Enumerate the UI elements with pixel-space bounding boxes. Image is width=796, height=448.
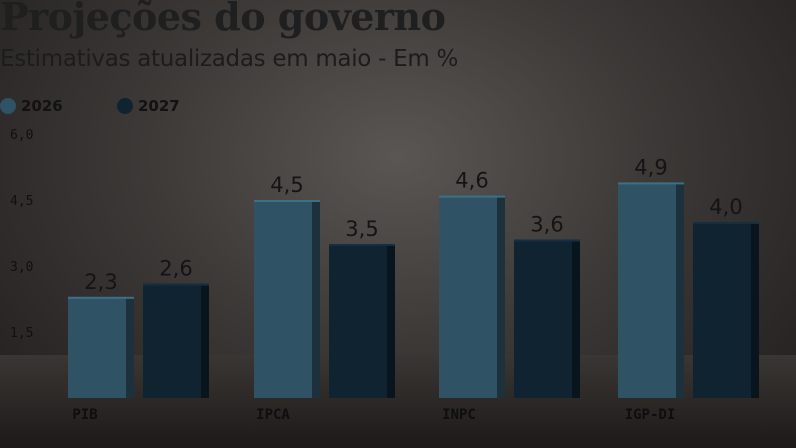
bar-side bbox=[497, 195, 505, 398]
y-tick-label: 4,5 bbox=[10, 194, 33, 209]
bar-top-edge bbox=[693, 222, 759, 224]
data-label: 4,5 bbox=[270, 173, 303, 197]
bar-side bbox=[572, 239, 580, 398]
bar-inpc-2026 bbox=[439, 195, 497, 398]
legend-item-2027: 2027 bbox=[117, 94, 180, 118]
bar-top-edge bbox=[618, 182, 684, 185]
bar-side bbox=[201, 283, 209, 398]
legend-item-2026: 2026 bbox=[0, 94, 63, 118]
bar-igp-di-2026 bbox=[618, 182, 676, 398]
category-label: IGP-DI bbox=[625, 407, 676, 423]
chart-subtitle: Estimativas atualizadas em maio - Em % bbox=[0, 46, 459, 72]
y-tick-label: 1,5 bbox=[10, 326, 33, 341]
bar-side bbox=[751, 222, 759, 398]
legend-swatch-2027 bbox=[117, 98, 133, 114]
data-label: 4,0 bbox=[709, 195, 742, 219]
category-label: INPC bbox=[442, 407, 476, 423]
legend-label-2027: 2027 bbox=[138, 97, 180, 115]
y-tick-label: 3,0 bbox=[10, 260, 33, 275]
bar-top-edge bbox=[68, 296, 134, 299]
data-label: 3,6 bbox=[530, 213, 563, 237]
category-label: PIB bbox=[72, 407, 97, 423]
category-label: IPCA bbox=[256, 407, 290, 423]
legend-swatch-2026 bbox=[0, 98, 16, 114]
bar-top-edge bbox=[143, 283, 209, 286]
bar-inpc-2027 bbox=[514, 239, 572, 398]
chart-title: Projeções do governo bbox=[0, 0, 446, 39]
bar-pib-2027 bbox=[143, 283, 201, 398]
bar-ipca-2026 bbox=[254, 200, 312, 398]
data-label: 2,6 bbox=[159, 257, 192, 281]
data-label: 4,9 bbox=[634, 155, 667, 179]
bar-side bbox=[126, 296, 134, 398]
bar-igp-di-2027 bbox=[693, 222, 751, 398]
bar-pib-2026 bbox=[68, 296, 126, 398]
y-tick-label: 6,0 bbox=[10, 128, 33, 143]
data-label: 4,6 bbox=[455, 169, 488, 193]
bar-top-edge bbox=[254, 200, 320, 202]
bar-top-edge bbox=[514, 239, 580, 242]
legend-label-2026: 2026 bbox=[21, 97, 63, 115]
bar-side bbox=[387, 244, 395, 398]
bar-top-edge bbox=[439, 195, 505, 198]
data-label: 2,3 bbox=[84, 270, 117, 294]
bar-top-edge bbox=[329, 244, 395, 246]
data-label: 3,5 bbox=[345, 217, 378, 241]
bar-side bbox=[676, 182, 684, 398]
bar-side bbox=[312, 200, 320, 398]
bar-ipca-2027 bbox=[329, 244, 387, 398]
